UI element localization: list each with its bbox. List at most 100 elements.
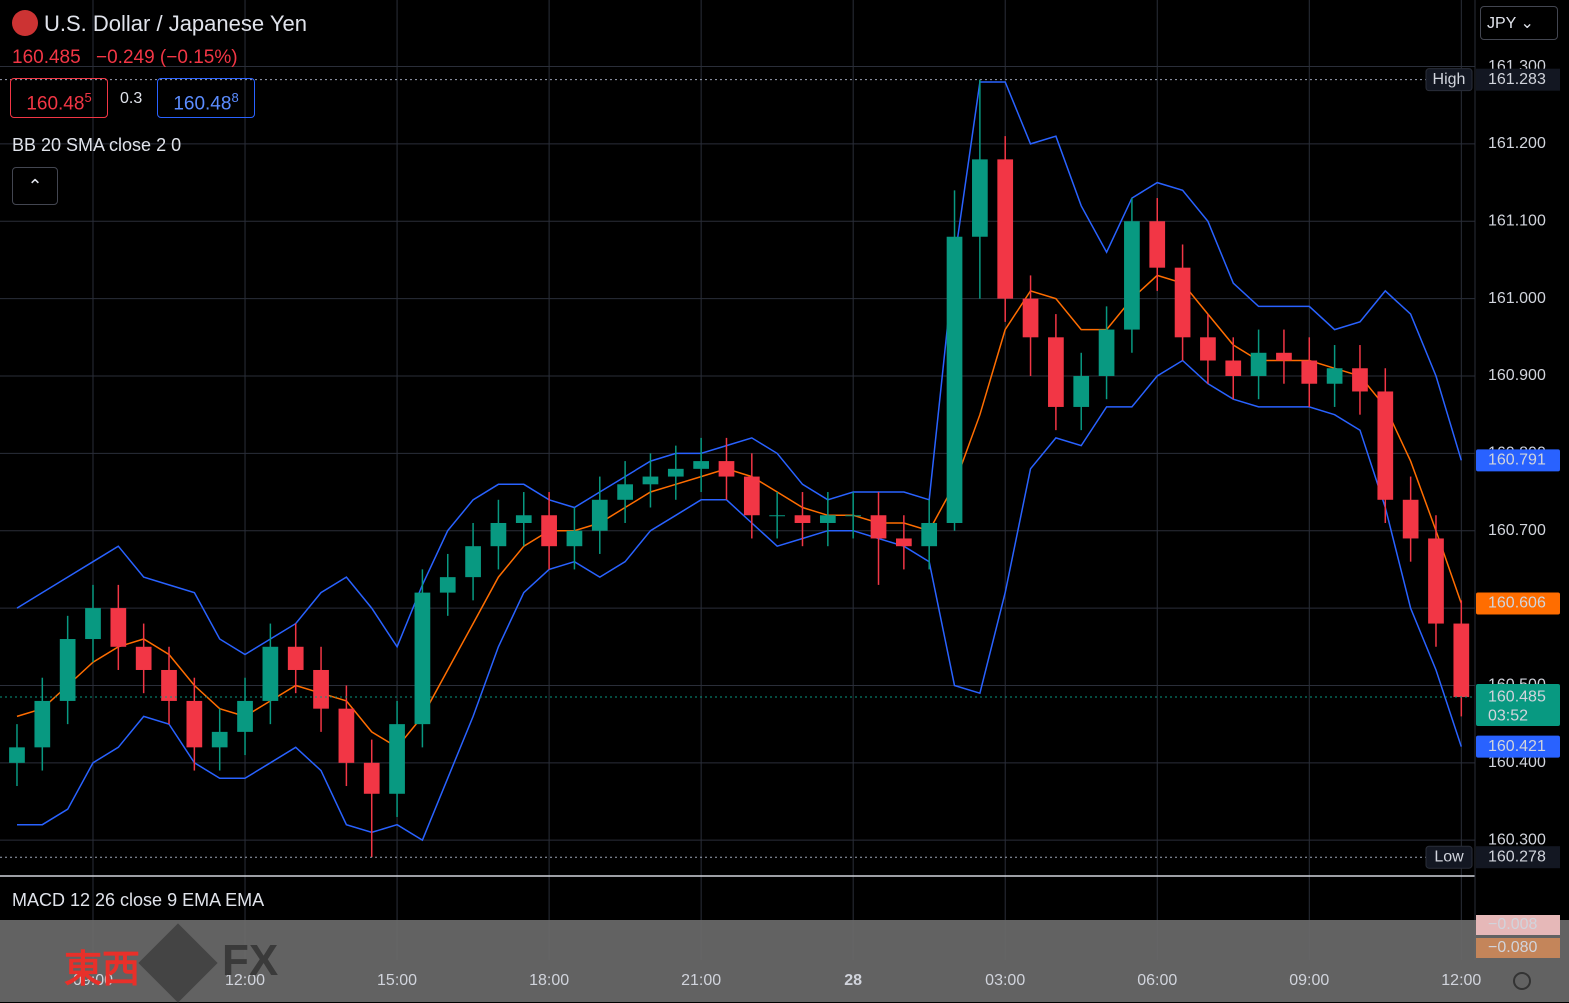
candle-body <box>617 484 633 500</box>
collapse-button[interactable]: ⌃ <box>12 167 58 205</box>
candle-body <box>135 646 152 670</box>
bb-basis <box>16 274 1463 749</box>
price-tag-label: 160.791 <box>1488 452 1546 469</box>
bid-pip: 5 <box>84 90 92 105</box>
candle-body <box>997 159 1014 299</box>
candle-body <box>819 515 836 523</box>
tag-label: Low <box>1434 848 1464 865</box>
candle-body <box>693 461 709 469</box>
tag-box <box>1425 845 1473 869</box>
ask-pip: 8 <box>231 90 239 105</box>
last-price-box <box>1476 684 1560 727</box>
x-tick-label: 18:00 <box>529 972 569 989</box>
candle-body <box>237 700 253 732</box>
price-box <box>1476 846 1560 869</box>
candle-body <box>1276 352 1292 361</box>
y-tick-label: 161.100 <box>1488 212 1546 229</box>
price-tag-label: 160.421 <box>1488 738 1546 755</box>
candle-body <box>490 522 507 547</box>
candle-body <box>1377 391 1394 500</box>
candle-body <box>110 608 127 647</box>
candle-body <box>9 747 25 763</box>
ask-price: 160.48 <box>173 93 232 115</box>
x-tick-label: 28 <box>844 972 862 989</box>
candle-body <box>287 646 304 670</box>
countdown: 03:52 <box>1488 707 1528 724</box>
candle-body <box>566 530 583 547</box>
ask-button[interactable]: 160.488 <box>157 78 255 118</box>
candle-body <box>946 236 963 523</box>
x-tick-label: 21:00 <box>681 972 721 989</box>
candle-body <box>1402 499 1419 539</box>
candle-body <box>591 499 608 531</box>
y-tick-label: 160.900 <box>1488 367 1546 384</box>
y-tick-label: 160.300 <box>1488 831 1546 848</box>
last-price-label: 160.485 <box>1488 688 1546 705</box>
candle-body <box>870 515 887 539</box>
bid-button[interactable]: 160.485 <box>10 78 108 118</box>
x-tick-label: 09:00 <box>1289 972 1329 989</box>
candle-body <box>465 546 481 578</box>
candle-body <box>1352 368 1368 392</box>
candle-body <box>262 646 279 701</box>
candle-body <box>1149 221 1166 268</box>
candle-body <box>1453 623 1470 698</box>
candle-body <box>338 708 355 763</box>
bb-upper <box>16 81 1463 656</box>
settings-icon <box>1513 972 1531 990</box>
candle-body <box>794 515 811 523</box>
candle-body <box>1048 337 1064 407</box>
candle-body <box>895 538 912 547</box>
candle-body <box>1428 538 1444 624</box>
candle-body <box>515 515 532 523</box>
candle-body <box>845 515 862 517</box>
candle-body <box>541 515 557 547</box>
candle-body <box>34 700 51 748</box>
macd-tag-label: −0.008 <box>1488 916 1537 933</box>
candle-body <box>1301 360 1318 384</box>
candle-body <box>1022 298 1039 338</box>
price-tag <box>1476 449 1560 472</box>
candle-body <box>1326 368 1343 384</box>
macd-label: MACD 12 26 close 9 EMA EMA <box>12 890 265 910</box>
candle-body <box>211 731 228 748</box>
candle-body <box>718 461 735 477</box>
macd-tag <box>1476 915 1560 935</box>
indicator-label: BB 20 SMA close 2 0 <box>12 135 182 155</box>
watermark-fx: FX <box>222 936 279 985</box>
candle-body <box>186 700 203 748</box>
price-tag-label: 160.606 <box>1488 595 1546 612</box>
symbol-title: U.S. Dollar / Japanese Yen <box>44 11 307 36</box>
candle-body <box>161 669 177 701</box>
tag-box <box>1425 68 1473 92</box>
x-tick-label: 03:00 <box>985 972 1025 989</box>
candle-body <box>1124 221 1140 330</box>
candle-body <box>1174 267 1191 338</box>
y-tick-label: 160.700 <box>1488 522 1546 539</box>
y-tick-label: 161.000 <box>1488 290 1546 307</box>
candle-body <box>1225 360 1242 376</box>
candle-body <box>1250 352 1267 376</box>
price-tag <box>1476 735 1560 758</box>
candle-body <box>642 476 659 485</box>
price-tag <box>1476 592 1560 615</box>
macd-tag <box>1476 938 1560 958</box>
currency: JPY <box>1487 15 1517 32</box>
bb-lower <box>17 359 1463 842</box>
currency-select[interactable]: JPY ⌄ <box>1480 6 1558 40</box>
y-tick-label: 160.400 <box>1488 754 1546 771</box>
flag-icon <box>12 10 38 36</box>
price-change: −0.249 (−0.15%) <box>96 47 238 68</box>
spread: 0.3 <box>120 90 143 107</box>
x-tick-label: 12:00 <box>225 972 265 989</box>
candle-body <box>921 522 938 547</box>
candle-body <box>363 762 380 794</box>
x-tick-label: 15:00 <box>377 972 417 989</box>
x-tick-label: 06:00 <box>1137 972 1177 989</box>
candle-body <box>667 468 684 477</box>
x-tick-label: 09:00 <box>73 972 113 989</box>
candle-body <box>313 669 329 709</box>
macd-tag-label: −0.080 <box>1488 939 1537 956</box>
price-label: 161.283 <box>1488 71 1546 88</box>
